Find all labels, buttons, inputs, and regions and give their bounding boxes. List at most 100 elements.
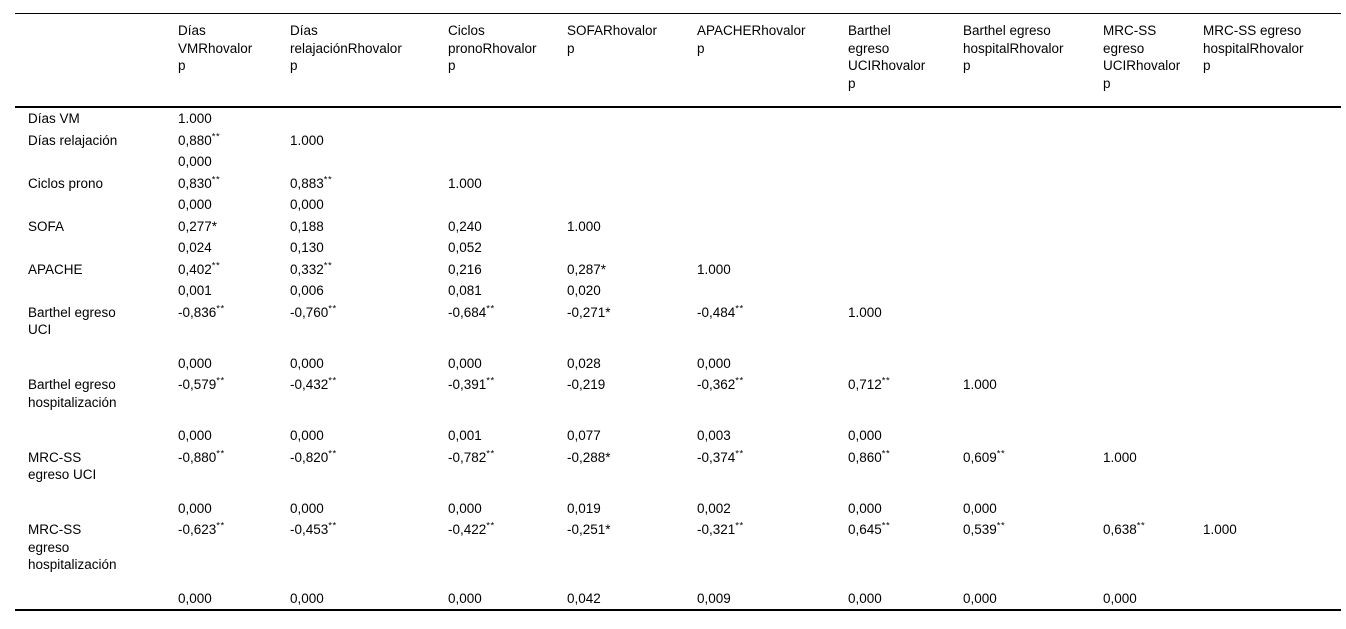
r-value-cell xyxy=(1103,173,1203,195)
r-value-cell xyxy=(848,259,963,281)
r-value-cell: -0,391** xyxy=(448,374,567,425)
empty-label-cell xyxy=(15,194,178,216)
r-value-cell xyxy=(963,216,1103,238)
r-value-cell xyxy=(1203,216,1341,238)
r-value-cell: 1.000 xyxy=(848,302,963,353)
r-value: 0,638 xyxy=(1103,522,1137,537)
column-header: APACHERhovalor p xyxy=(697,23,806,56)
significance-stars: ** xyxy=(735,303,744,314)
r-value-cell: -0,422** xyxy=(448,519,567,588)
p-value-cell: 0,130 xyxy=(290,240,324,255)
r-value-cell: 0,216 xyxy=(448,259,567,281)
significance-stars: ** xyxy=(216,303,225,314)
r-value-cell: 1.000 xyxy=(567,216,697,238)
significance-stars: ** xyxy=(328,520,337,532)
r-value-cell: -0,760** xyxy=(290,302,448,353)
r-value-cell xyxy=(1203,374,1341,425)
significance-stars: ** xyxy=(211,131,221,142)
r-value: 1.000 xyxy=(290,132,324,148)
table-row: APACHE 0,402** 0,332** 0,216 0,287* 1.000 xyxy=(15,259,1341,281)
r-value-cell: -0,782** xyxy=(448,447,567,498)
r-value: -0,760 xyxy=(290,304,329,320)
r-value-cell xyxy=(1103,259,1203,281)
r-value-cell: 0,645** xyxy=(848,519,963,588)
p-value-cell xyxy=(697,151,848,173)
significance-stars: ** xyxy=(216,520,225,532)
p-value-cell: 0,028 xyxy=(567,355,601,371)
r-value: 0,188 xyxy=(290,218,324,234)
r-value-cell: 1.000 xyxy=(1103,447,1203,498)
p-value-cell xyxy=(1203,353,1341,375)
r-value-cell xyxy=(1203,173,1341,195)
r-value-cell: 1.000 xyxy=(178,107,290,130)
p-value-cell xyxy=(848,280,963,302)
r-value: 0,880 xyxy=(178,132,212,148)
r-value: 0,609 xyxy=(963,449,997,465)
r-value-cell xyxy=(1103,216,1203,238)
significance-stars: ** xyxy=(211,174,221,185)
p-value-cell xyxy=(1103,237,1203,259)
r-value-cell: 1.000 xyxy=(697,259,848,281)
r-value: -0,362 xyxy=(697,377,736,392)
p-value-cell xyxy=(963,194,1103,216)
r-value-cell: 0,860** xyxy=(848,447,963,498)
p-value-cell: 0,002 xyxy=(697,500,731,516)
significance-stars: ** xyxy=(486,520,495,532)
r-value: -0,484 xyxy=(697,304,736,320)
r-value: -0,836 xyxy=(178,304,217,320)
p-value-row: 0,000 0,000 0,000 0,028 0,000 xyxy=(15,353,1341,375)
p-value-cell xyxy=(1103,425,1203,447)
r-value-cell xyxy=(697,216,848,238)
r-value-cell: -0,271* xyxy=(567,302,697,353)
p-value-row: 0,000 0,000 0,000 0,019 0,002 0,000 0,000 xyxy=(15,498,1341,520)
r-value-cell xyxy=(848,130,963,152)
r-value: 1.000 xyxy=(448,175,482,191)
r-value: 0,332 xyxy=(290,261,324,277)
p-value-cell: 0,000 xyxy=(448,500,482,516)
empty-label-cell xyxy=(15,353,178,375)
p-value-cell: 0,000 xyxy=(1103,590,1137,606)
significance-stars: ** xyxy=(735,520,744,532)
r-value-cell: -0,453** xyxy=(290,519,448,588)
r-value-cell: -0,684** xyxy=(448,302,567,353)
r-value-cell: 0,712** xyxy=(848,374,963,425)
r-value-cell xyxy=(567,130,697,152)
p-value-cell xyxy=(697,194,848,216)
p-value-cell: 0,019 xyxy=(567,500,601,516)
r-value-cell: 0,883** xyxy=(290,173,448,195)
empty-label-cell xyxy=(15,237,178,259)
r-value-cell: -0,484** xyxy=(697,302,848,353)
r-value-cell xyxy=(963,302,1103,353)
r-value-cell xyxy=(963,107,1103,130)
p-value-cell xyxy=(1203,194,1341,216)
p-value-cell: 0,000 xyxy=(290,197,324,212)
r-value: 0,712 xyxy=(848,377,882,392)
r-value-cell: 0,539** xyxy=(963,519,1103,588)
significance-stars: ** xyxy=(486,375,495,387)
r-value: 1.000 xyxy=(1203,522,1237,537)
r-value-cell: 0,830** xyxy=(178,173,290,195)
r-value-cell: 0,277* xyxy=(178,216,290,238)
r-value-cell xyxy=(1203,107,1341,130)
column-header: MRC-SS egreso UCIRhovalor p xyxy=(1103,23,1181,91)
significance-stars: ** xyxy=(881,448,891,459)
r-value: 1.000 xyxy=(1103,449,1137,465)
r-value: -0,782 xyxy=(448,449,487,465)
significance-stars: ** xyxy=(996,448,1006,459)
r-value-cell xyxy=(448,130,567,152)
r-value-cell xyxy=(1103,374,1203,425)
r-value: -0,684 xyxy=(448,304,487,320)
correlation-table: Días VMRhovalor p Días relajaciónRhovalor… xyxy=(15,13,1341,611)
p-value-cell: 0,077 xyxy=(567,428,601,443)
r-value-cell xyxy=(567,173,697,195)
r-value: 0,402 xyxy=(178,261,212,277)
p-value-cell xyxy=(567,194,697,216)
p-value-cell: 0,003 xyxy=(697,428,731,443)
r-value-cell: -0,579** xyxy=(178,374,290,425)
r-value-cell: -0,623** xyxy=(178,519,290,588)
r-value: 0,830 xyxy=(178,175,212,191)
r-value-cell xyxy=(963,130,1103,152)
r-value-cell: -0,362** xyxy=(697,374,848,425)
empty-label-cell xyxy=(15,425,178,447)
p-value-cell xyxy=(963,353,1103,375)
